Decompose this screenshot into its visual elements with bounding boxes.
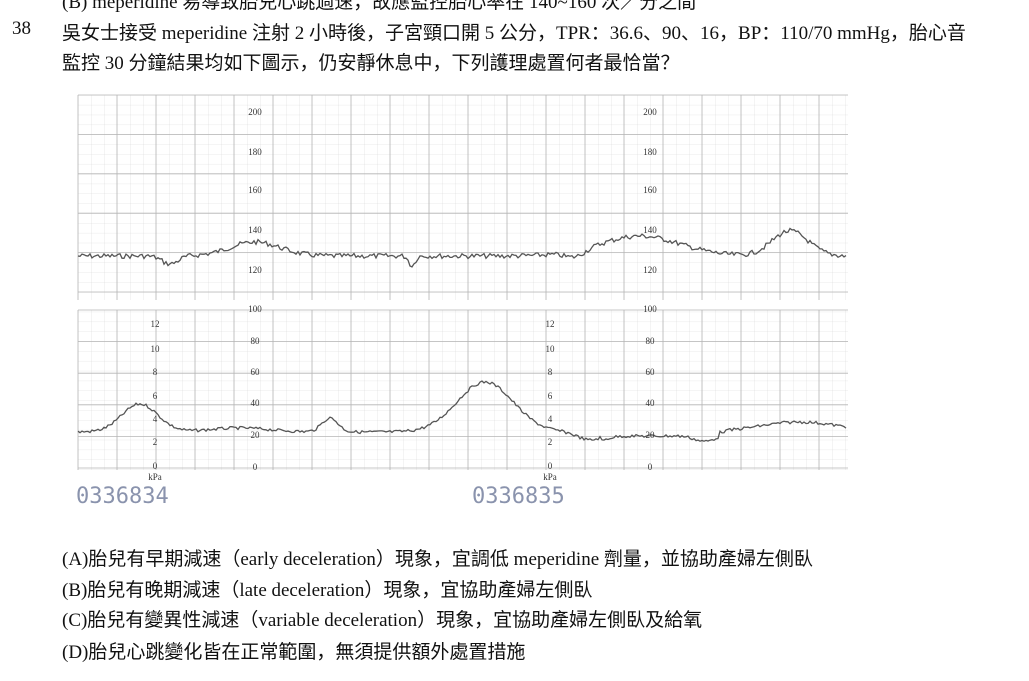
fhr-scale-label: 120 <box>248 265 262 275</box>
fhr-scale-label: 140 <box>643 225 657 235</box>
fhr-scale-label: 140 <box>248 225 262 235</box>
serial: 0336835 <box>472 484 565 509</box>
fhr-scale-label: 200 <box>643 107 657 117</box>
uc-scale-label: 80 <box>646 336 656 346</box>
option: (C)胎兒有變異性減速（variable deceleration）現象，宜協助… <box>62 610 703 631</box>
kpa-scale-label: 4 <box>548 414 553 424</box>
kpa-scale-label: 10 <box>546 344 556 354</box>
fhr-scale-label: 180 <box>248 147 262 157</box>
uc-scale-label: 80 <box>251 336 261 346</box>
uc-scale-label: 20 <box>646 430 656 440</box>
kpa-scale-label: 6 <box>153 391 158 401</box>
fhr-scale-label: 200 <box>248 107 262 117</box>
question-number: 38 <box>12 18 31 39</box>
kpa-scale-label: 2 <box>548 437 553 447</box>
option: (A)胎兒有早期減速（early deceleration）現象，宜調低 mep… <box>62 549 813 570</box>
kpa-scale-label: 12 <box>546 319 555 329</box>
kpa-scale-label: 8 <box>548 367 553 377</box>
uc-scale-label: 60 <box>251 367 261 377</box>
uc-scale-label: 0 <box>648 462 653 472</box>
kpa-scale-label: 2 <box>153 437 158 447</box>
option: (B)胎兒有晚期減速（late deceleration）現象，宜協助產婦左側臥 <box>62 580 593 601</box>
serial: 0336834 <box>76 484 169 509</box>
kpa-scale-label: 6 <box>548 391 553 401</box>
fhr-scale-label: 160 <box>248 185 262 195</box>
uc-scale-label: 40 <box>251 398 261 408</box>
kpa-scale-label: 12 <box>151 319 160 329</box>
fhr-trace <box>77 227 847 268</box>
kpa-scale-label: 0 <box>548 461 553 471</box>
fhr-grid <box>78 95 848 300</box>
option: (D)胎兒心跳變化皆在正常範圍，無須提供額外處置措施 <box>62 642 526 663</box>
uc-scale-label: 60 <box>646 367 656 377</box>
kpa-unit: kPa <box>148 472 162 482</box>
fhr-scale-label: 180 <box>643 147 657 157</box>
kpa-unit: kPa <box>543 472 557 482</box>
kpa-scale-label: 8 <box>153 367 158 377</box>
fhr-scale-label: 100 <box>248 304 262 314</box>
kpa-scale-label: 0 <box>153 461 158 471</box>
ctg-figure: 2001801601401201008060402002001801601401… <box>76 94 848 509</box>
question-line: 吳女士接受 meperidine 注射 2 小時後，子宮頸口開 5 公分，TPR… <box>62 23 966 44</box>
uc-scale-label: 0 <box>253 462 258 472</box>
question-line: 監控 30 分鐘結果均如下圖示，仍安靜休息中，下列護理處置何者最恰當？ <box>62 53 680 74</box>
cut-line: (B) meperidine 易導致胎兒心跳過速，故應監控胎心率在 140~16… <box>62 0 697 13</box>
fhr-scale-label: 120 <box>643 265 657 275</box>
kpa-scale-label: 10 <box>151 344 161 354</box>
fhr-scale-label: 100 <box>643 304 657 314</box>
fhr-scale-label: 160 <box>643 185 657 195</box>
uc-trace <box>77 380 847 442</box>
uc-scale-label: 40 <box>646 398 656 408</box>
uc-scale-label: 20 <box>251 430 261 440</box>
kpa-scale-label: 4 <box>153 414 158 424</box>
uc-grid <box>78 310 848 470</box>
